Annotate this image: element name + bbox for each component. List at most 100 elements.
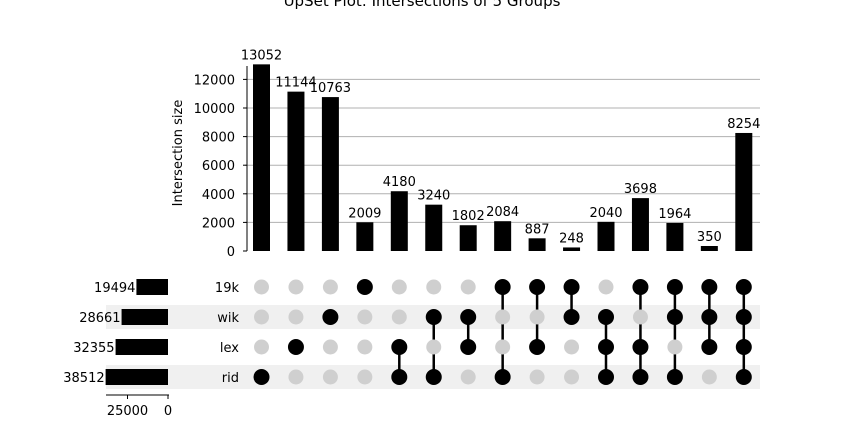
y-tick-label: 10000 [194,102,235,117]
member-dot-filled [391,339,408,355]
member-dot-filled [701,339,718,355]
member-dot-filled [632,339,649,355]
bar-value-label: 13052 [241,48,282,63]
set-row-label: lex [220,341,239,356]
set-row-label: wik [217,311,239,326]
member-dot-filled [632,369,649,385]
member-dot-filled [425,369,442,385]
member-dot-empty [632,309,648,325]
intersection-bar [356,222,374,251]
member-dot-empty [254,339,269,355]
membership-matrix: 19k wik lex rid [215,279,752,386]
member-dot-filled [287,339,304,355]
member-dot-filled [598,309,614,325]
set-size-label: 38512 [63,371,104,386]
member-dot-filled [563,279,580,295]
intersection-bar [563,247,581,251]
member-dot-filled [529,279,546,295]
member-dot-filled [701,279,718,295]
member-dot-filled [529,339,546,355]
y-tick-label: 8000 [202,131,235,146]
member-dot-empty [460,369,476,385]
member-dot-filled [563,309,580,325]
member-dot-filled [666,309,683,325]
set-size-bar [105,369,168,385]
y-axis: 0 2000 4000 6000 8000 10000 12000 [194,65,248,260]
intersection-bar [700,245,718,251]
member-dot-empty [322,369,338,385]
set-size-bar [121,309,168,325]
member-dot-empty [357,309,373,325]
member-dot-filled [425,309,442,325]
member-dot-empty [460,279,476,295]
member-dot-filled [253,369,270,385]
set-row-label: 19k [215,281,240,296]
intersection-bar [597,221,615,251]
bar-value-label: 350 [697,230,722,245]
set-size-tick-label: 0 [164,404,172,419]
intersection-bar [528,238,546,251]
bar-value-label: 10763 [310,81,351,96]
intersection-bar [631,198,649,251]
member-dot-empty [529,309,545,325]
member-dot-filled [494,369,511,385]
member-dot-empty [288,309,304,325]
member-dot-empty [426,279,442,295]
set-size-label: 32355 [73,341,114,356]
member-dot-empty [322,339,338,355]
intersection-bar [494,221,512,251]
member-dot-empty [495,309,511,325]
y-tick-label: 2000 [202,216,235,231]
intersection-bar [287,91,305,251]
y-axis-label: Intersection size [171,100,186,207]
member-dot-filled [356,279,373,295]
y-tick-label: 12000 [194,73,235,88]
intersection-bar [321,97,339,251]
member-dot-filled [460,339,477,355]
intersection-bar [459,225,477,251]
member-dot-filled [632,279,649,295]
bar-value-label: 1964 [658,207,691,222]
member-dot-filled [598,339,614,355]
member-dot-empty [495,339,511,355]
bar-value-label: 11144 [275,76,316,91]
member-dot-filled [598,369,614,385]
member-dot-empty [254,279,269,295]
member-dot-filled [322,309,339,325]
bar-value-label: 3240 [417,189,450,204]
bar-value-label: 2009 [348,206,381,221]
bar-value-label: 4180 [383,175,416,190]
member-dot-empty [564,339,580,355]
intersection-bar [735,132,753,251]
member-dot-empty [254,309,269,325]
member-dot-filled [701,309,718,325]
member-dot-empty [322,279,338,295]
intersection-bar [425,204,443,251]
chart-title: UpSet Plot: Intersections of 5 Groups [284,0,561,10]
y-tick-label: 6000 [202,159,235,174]
member-dot-filled [735,309,752,325]
bar-value-label: 248 [559,231,584,246]
y-tick-label: 0 [227,245,235,260]
intersection-bar [666,222,684,251]
bar-value-label: 2040 [589,206,622,221]
member-dot-empty [357,369,373,385]
member-dot-empty [357,339,373,355]
member-dot-empty [391,309,407,325]
bar-value-label: 8254 [727,117,760,132]
member-dot-filled [460,309,477,325]
member-dot-filled [735,279,752,295]
set-row-label: rid [222,371,239,386]
set-size-bars: 19494 28661 32355 38512 25000 0 [63,279,172,419]
intersection-bar [253,64,270,251]
member-dot-empty [391,279,407,295]
member-dot-filled [494,279,511,295]
set-size-bar [136,279,168,295]
set-size-tick-label: 25000 [107,404,148,419]
member-dot-empty [701,369,717,385]
bar-value-label: 887 [525,222,550,237]
set-size-label: 28661 [79,311,120,326]
member-dot-empty [288,279,304,295]
